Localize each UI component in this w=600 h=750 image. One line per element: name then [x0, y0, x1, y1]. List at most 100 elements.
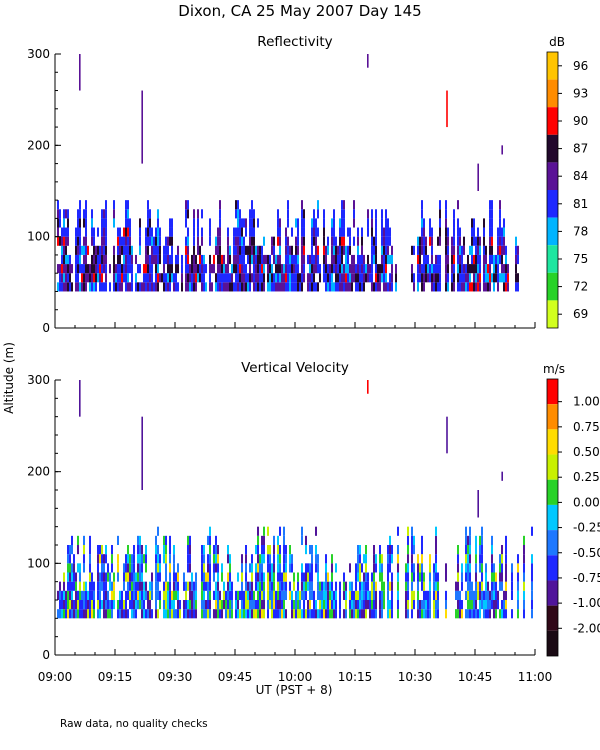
heatmap-cell — [231, 609, 233, 619]
heatmap-cell — [457, 200, 459, 210]
heatmap-cell — [301, 245, 303, 255]
heatmap-cell — [205, 572, 207, 582]
heatmap-cell — [221, 572, 223, 582]
heatmap-cell — [467, 572, 469, 582]
heatmap-cell — [159, 245, 161, 255]
heatmap-cell — [119, 227, 121, 237]
heatmap-cell — [63, 245, 65, 255]
heatmap-cell — [355, 264, 357, 274]
heatmap-cell — [311, 218, 313, 228]
heatmap-cell — [225, 590, 227, 600]
heatmap-cell — [361, 236, 363, 246]
heatmap-cell — [239, 273, 241, 283]
colorbar-tick-label: 72 — [573, 280, 588, 294]
heatmap-cell — [329, 581, 331, 591]
heatmap-cell — [339, 227, 341, 237]
heatmap-cell — [263, 282, 265, 292]
heatmap-cell — [375, 554, 377, 564]
heatmap-cell — [291, 590, 293, 600]
heatmap-cell — [485, 273, 487, 283]
heatmap-cell — [389, 554, 391, 564]
heatmap-cell — [421, 282, 423, 292]
heatmap-cell — [147, 218, 149, 228]
heatmap-cell — [311, 254, 313, 265]
heatmap-cell — [413, 600, 415, 610]
heatmap-cell — [301, 209, 303, 219]
heatmap-cell — [241, 264, 243, 274]
heatmap-cell — [313, 590, 315, 600]
heatmap-cell — [217, 282, 219, 292]
heatmap-cell — [105, 200, 107, 210]
heatmap-cell — [303, 600, 305, 610]
heatmap-cell — [103, 554, 105, 564]
heatmap-cell — [325, 563, 327, 573]
heatmap-cell — [419, 563, 421, 573]
heatmap-cell — [147, 254, 149, 265]
heatmap-cell — [167, 609, 169, 619]
heatmap-cell — [83, 236, 85, 246]
heatmap-cell — [505, 600, 507, 610]
heatmap-cell — [109, 282, 111, 292]
heatmap-cell — [369, 273, 371, 283]
heatmap-cell — [175, 273, 177, 283]
heatmap-cell — [465, 535, 467, 545]
heatmap-cell — [479, 236, 481, 246]
heatmap-cell — [259, 554, 261, 564]
heatmap-cell — [355, 581, 357, 591]
heatmap-cell — [237, 590, 239, 600]
heatmap-cell — [457, 581, 459, 591]
heatmap-cell — [367, 227, 369, 237]
heatmap-cell — [113, 209, 115, 219]
heatmap-cell — [335, 236, 337, 246]
heatmap-cell — [385, 282, 387, 292]
heatmap-cell — [435, 273, 437, 283]
heatmap-cell — [373, 245, 375, 255]
heatmap-cell — [247, 590, 249, 600]
heatmap-cell — [153, 245, 155, 255]
y-tick-label: 0 — [42, 648, 50, 662]
heatmap-cell — [421, 609, 423, 619]
heatmap-cell — [93, 227, 95, 237]
x-tick-label: 10:00 — [278, 670, 313, 684]
heatmap-cell — [313, 254, 315, 265]
heatmap-cell — [341, 273, 343, 283]
heatmap-cell — [467, 282, 469, 292]
heatmap-cell — [291, 264, 293, 274]
heatmap-cell — [263, 264, 265, 274]
heatmap-cell — [473, 254, 475, 265]
heatmap-cell — [269, 273, 271, 283]
heatmap-cell — [279, 526, 281, 536]
heatmap-cell — [463, 282, 465, 292]
heatmap-cell — [417, 572, 419, 582]
heatmap-cell — [477, 590, 479, 600]
heatmap-cell — [351, 282, 353, 292]
heatmap-cell — [283, 581, 285, 591]
heatmap-cell — [477, 227, 479, 237]
heatmap-cell — [145, 545, 147, 555]
heatmap-cell — [81, 609, 83, 619]
heatmap-cell — [267, 572, 269, 582]
heatmap-cell — [253, 590, 255, 600]
heatmap-cell — [429, 581, 431, 591]
heatmap-cell — [347, 264, 349, 274]
heatmap-cell — [79, 609, 81, 619]
heatmap-cell — [157, 609, 159, 619]
heatmap-cell — [203, 590, 205, 600]
heatmap-cell — [173, 282, 175, 292]
heatmap-cell — [143, 273, 145, 283]
heatmap-cell — [101, 245, 103, 255]
heatmap-cell — [349, 563, 351, 573]
heatmap-cell — [375, 209, 377, 219]
heatmap-cell — [91, 572, 93, 582]
heatmap-cell — [129, 600, 131, 610]
heatmap-cell — [313, 218, 315, 228]
heatmap-cell — [517, 581, 519, 591]
heatmap-cell — [65, 264, 67, 274]
heatmap-cell — [435, 545, 437, 555]
heatmap-cell — [343, 218, 345, 228]
heatmap-cell — [391, 264, 393, 274]
heatmap-cell — [155, 563, 157, 573]
heatmap-cell — [497, 273, 499, 283]
heatmap-cell — [405, 609, 407, 619]
heatmap-cell — [103, 609, 105, 619]
